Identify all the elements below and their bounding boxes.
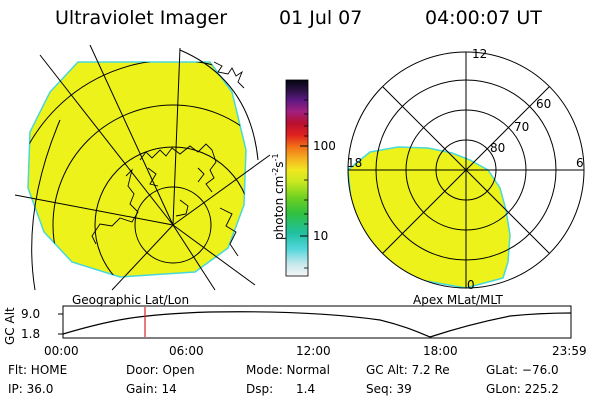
mlt-label-6: 6 [576,156,584,170]
meridian [39,54,174,226]
mlt-label-0: 0 [467,278,475,292]
status-dsp-value: 1.4 [296,382,316,396]
instrument-title: Ultraviolet Imager [55,7,228,29]
auroral-emission-left [27,61,247,278]
geographic-map [14,44,271,291]
lat-circle [134,186,212,264]
lat-circle [94,146,246,277]
date-label: 01 Jul 07 [279,7,363,29]
time-label: 04:00:07 UT [425,7,542,29]
mlt-label-18: 18 [347,156,363,170]
meridian [172,224,216,291]
mlt-label-12: 12 [472,47,488,61]
status-seq: Seq: 39 [366,382,412,396]
altitude-curve [62,311,572,338]
mlat-label-80: 80 [490,141,506,155]
right-panel-caption: Apex MLat/MLT [413,293,503,307]
orbit-xtick-0600: 06:00 [169,344,204,358]
orbit-ylabel: GC Alt [3,307,17,345]
colorbar-tick-10: 10 [313,229,329,243]
orbit-xtick-1200: 12:00 [296,344,331,358]
status-gc-alt: GC Alt: 7.2 Re [366,363,450,377]
colorbar-unit-label: photon cm-2s-1 [271,153,286,240]
orbit-strip [58,305,572,339]
orbit-xtick-0000: 00:00 [44,344,79,358]
status-dsp-label: Dsp: [246,382,274,396]
lat-circle [52,104,246,277]
orbit-ytick-9: 9.0 [21,307,41,321]
status-mode: Mode: Normal [246,363,330,377]
status-glat: GLat: −76.0 [486,363,559,377]
polar-map [347,51,585,289]
meridian [172,47,181,226]
mlat-label-70: 70 [514,120,530,134]
meridian [111,224,174,291]
meridian [172,154,271,226]
orbit-xtick-1800: 18:00 [423,344,458,358]
meridian [172,224,256,286]
colorbar-tick-100: 100 [313,139,336,153]
color-bar [285,79,309,277]
status-ip: IP: 36.0 [8,382,54,396]
status-glon: GLon: 225.2 [486,382,559,396]
orbit-ytick-1: 1.8 [21,327,41,341]
status-flight: Flt: HOME [8,363,68,377]
meridian [14,194,174,226]
status-door: Door: Open [126,363,195,377]
status-gain: Gain: 14 [126,382,177,396]
mlat-label-60: 60 [536,97,552,111]
left-panel-caption: Geographic Lat/Lon [72,293,190,307]
coastline [91,61,245,257]
meridian [89,44,174,226]
orbit-xtick-2359: 23:59 [552,344,587,358]
